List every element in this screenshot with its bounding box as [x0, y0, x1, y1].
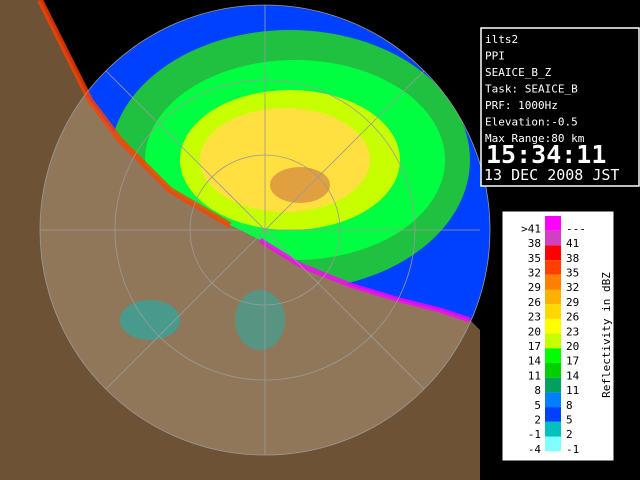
legend-swatch	[545, 348, 561, 363]
legend-high: ---	[566, 222, 586, 235]
legend-low: 23	[528, 311, 541, 324]
legend-swatch	[545, 289, 561, 305]
legend-high: 8	[566, 399, 573, 412]
legend-title: Reflectivity in dBZ	[600, 272, 613, 398]
legend-swatch	[545, 377, 561, 393]
legend-swatch	[545, 216, 561, 231]
legend-swatch	[545, 421, 561, 437]
legend-low: 26	[528, 296, 541, 309]
info-line: PRF: 1000Hz	[485, 99, 558, 112]
info-line: SEAICE_B_Z	[485, 66, 552, 79]
legend-low: 11	[528, 369, 541, 382]
legend-high: 38	[566, 252, 579, 265]
legend-low: -4	[528, 443, 542, 456]
legend-low: 2	[534, 413, 541, 426]
info-line: PPI	[485, 50, 505, 63]
time: 15:34:11	[486, 140, 606, 169]
coast-echo	[258, 237, 471, 323]
legend-high: 14	[566, 369, 580, 382]
legend-low: 17	[528, 340, 541, 353]
legend-low: -1	[528, 428, 541, 441]
legend-swatch	[545, 407, 561, 422]
legend-swatch	[545, 230, 561, 246]
legend-high: -1	[566, 443, 579, 456]
legend-low: >41	[521, 222, 541, 235]
legend-high: 26	[566, 311, 579, 324]
info-line: Elevation:-0.5	[485, 116, 578, 129]
info-line: ilts2	[485, 33, 518, 46]
legend-high: 35	[566, 266, 579, 279]
legend-low: 20	[528, 325, 541, 338]
legend-high: 29	[566, 296, 579, 309]
land-echo	[120, 300, 180, 340]
legend-swatch	[545, 318, 561, 334]
legend-high: 20	[566, 340, 579, 353]
legend-swatch	[545, 304, 561, 319]
legend-low: 38	[528, 237, 541, 250]
legend-swatch	[545, 333, 561, 349]
legend-low: 32	[528, 266, 541, 279]
legend-low: 5	[534, 399, 541, 412]
legend-swatch	[545, 274, 561, 290]
legend-low: 35	[528, 252, 541, 265]
legend-swatch	[545, 392, 561, 408]
legend-high: 2	[566, 428, 573, 441]
legend-high: 23	[566, 325, 579, 338]
legend-swatch	[545, 436, 561, 452]
legend-high: 32	[566, 281, 579, 294]
legend-high: 5	[566, 413, 573, 426]
date: 13 DEC 2008 JST	[484, 166, 619, 184]
legend-low: 14	[528, 355, 542, 368]
legend-high: 41	[566, 237, 579, 250]
info-panel	[480, 27, 640, 187]
legend-high: 17	[566, 355, 579, 368]
legend-swatch	[545, 363, 561, 378]
info-lines: ilts2 PPI SEAICE_B_Z Task: SEAICE_B PRF: 100…	[485, 33, 585, 145]
coast-echo	[37, 0, 232, 228]
info-line: Max Range:80 km	[485, 132, 585, 145]
legend-low: 8	[534, 384, 541, 397]
legend-swatch	[545, 245, 561, 261]
legend-high: 11	[566, 384, 579, 397]
legend-swatch	[545, 260, 561, 275]
legend-low: 29	[528, 281, 541, 294]
info-line: Task: SEAICE_B	[485, 83, 578, 96]
range-rings	[39, 4, 491, 456]
echo-orange	[270, 167, 330, 203]
azimuth-line	[105, 70, 425, 390]
land-echo	[235, 290, 285, 350]
